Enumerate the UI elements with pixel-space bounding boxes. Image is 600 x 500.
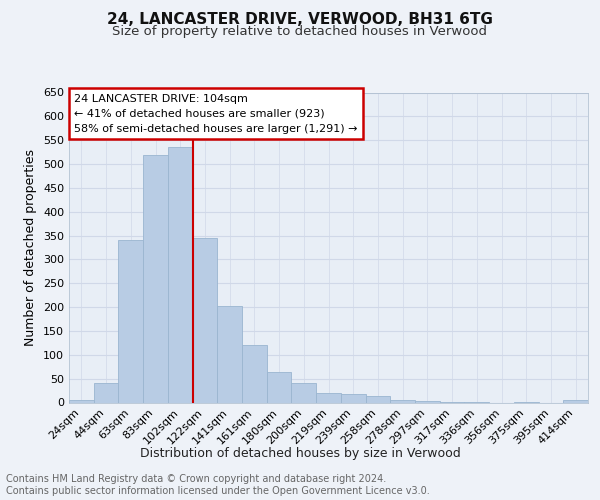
Text: Distribution of detached houses by size in Verwood: Distribution of detached houses by size … <box>140 448 460 460</box>
Text: Contains HM Land Registry data © Crown copyright and database right 2024.: Contains HM Land Registry data © Crown c… <box>6 474 386 484</box>
Bar <box>267 372 292 402</box>
Bar <box>143 154 168 402</box>
Bar <box>118 240 143 402</box>
Y-axis label: Number of detached properties: Number of detached properties <box>25 149 37 346</box>
Bar <box>217 306 242 402</box>
Text: 24, LANCASTER DRIVE, VERWOOD, BH31 6TG: 24, LANCASTER DRIVE, VERWOOD, BH31 6TG <box>107 12 493 28</box>
Bar <box>292 384 316 402</box>
Text: Size of property relative to detached houses in Verwood: Size of property relative to detached ho… <box>113 25 487 38</box>
Text: 24 LANCASTER DRIVE: 104sqm
← 41% of detached houses are smaller (923)
58% of sem: 24 LANCASTER DRIVE: 104sqm ← 41% of deta… <box>74 94 358 134</box>
Bar <box>168 148 193 402</box>
Bar <box>193 238 217 402</box>
Bar <box>341 394 365 402</box>
Bar <box>242 346 267 403</box>
Bar <box>365 396 390 402</box>
Bar <box>316 393 341 402</box>
Bar <box>69 400 94 402</box>
Bar <box>94 384 118 402</box>
Text: Contains public sector information licensed under the Open Government Licence v3: Contains public sector information licen… <box>6 486 430 496</box>
Bar <box>415 401 440 402</box>
Bar <box>563 400 588 402</box>
Bar <box>390 400 415 402</box>
